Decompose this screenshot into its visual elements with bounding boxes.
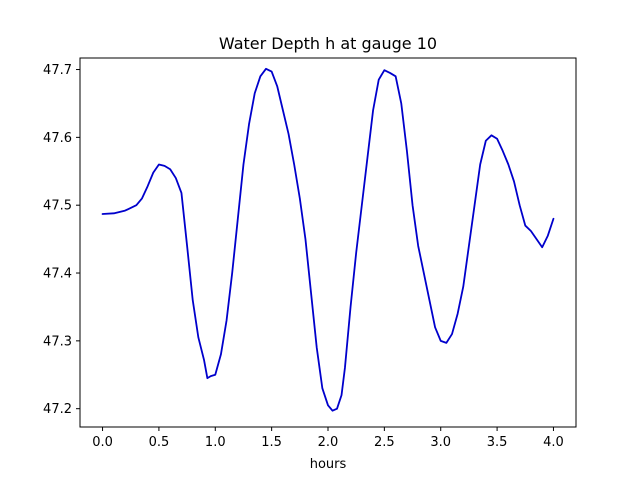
x-tick-label: 3.0 (430, 435, 451, 450)
x-tick-label: 2.5 (374, 435, 395, 450)
y-tick-label: 47.7 (43, 63, 72, 78)
y-axis-ticks: 47.2 47.3 47.4 47.5 47.6 47.7 (43, 63, 80, 417)
y-tick-label: 47.4 (43, 267, 72, 282)
series-layer (101, 67, 555, 412)
y-tick-label: 47.2 (43, 402, 72, 417)
x-tick-label: 2.0 (318, 435, 339, 450)
y-tick-label: 47.5 (43, 199, 72, 214)
x-tick-label: 4.0 (543, 435, 564, 450)
x-tick-label: 3.5 (487, 435, 508, 450)
series-line (101, 67, 555, 412)
x-tick-label: 0.0 (92, 435, 113, 450)
x-axis-ticks: 0.0 0.5 1.0 1.5 2.0 2.5 3.0 3.5 4.0 (92, 427, 564, 450)
x-tick-label: 0.5 (149, 435, 170, 450)
x-axis-title: hours (310, 457, 347, 472)
x-tick-label: 1.5 (261, 435, 282, 450)
x-tick-label: 1.0 (205, 435, 226, 450)
y-tick-label: 47.3 (43, 334, 72, 349)
y-tick-label: 47.6 (43, 131, 72, 146)
chart-title: Water Depth h at gauge 10 (219, 34, 437, 53)
